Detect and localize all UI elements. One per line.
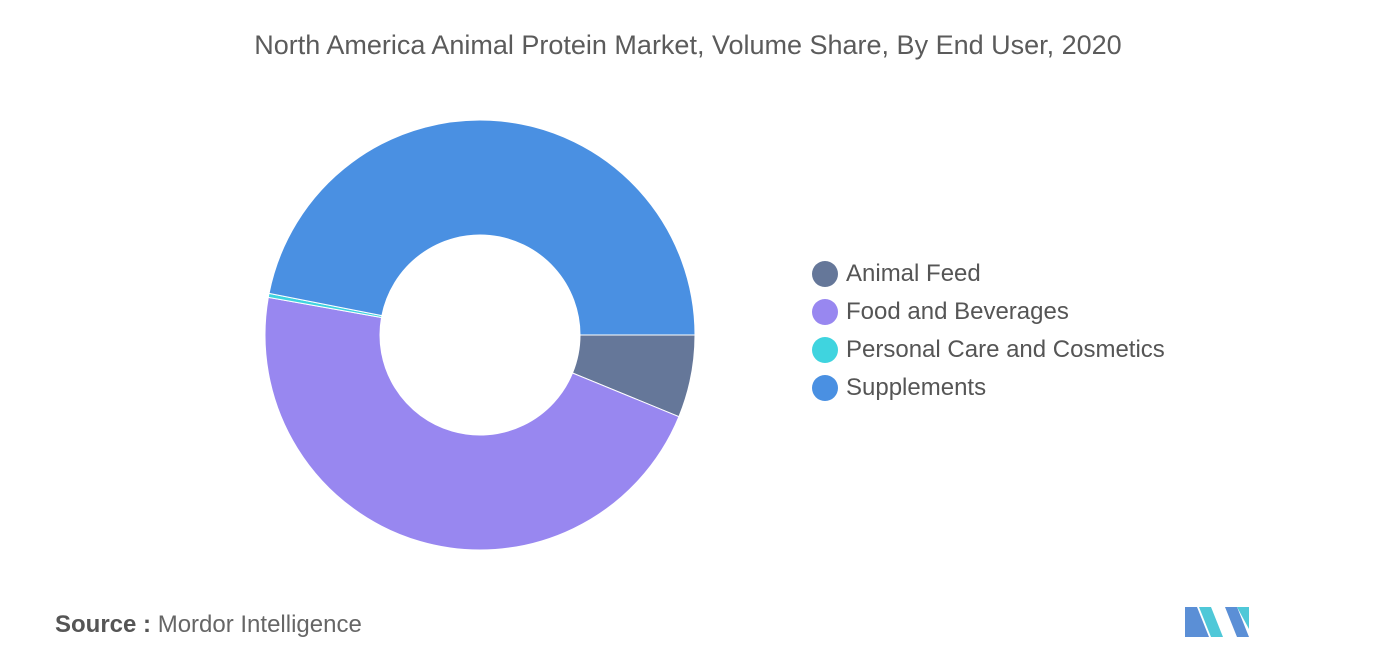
legend-swatch-personal-care bbox=[812, 337, 838, 363]
source-label: Source : bbox=[55, 611, 152, 638]
source-text: Mordor Intelligence bbox=[157, 611, 362, 638]
legend-item-supplements[interactable]: Supplements bbox=[812, 369, 1165, 407]
legend-swatch-food-and-beverages bbox=[812, 299, 838, 325]
legend-item-food-and-beverages[interactable]: Food and Beverages bbox=[812, 293, 1165, 331]
logo-shape-right-bar bbox=[1237, 607, 1249, 629]
logo-shape-left bbox=[1185, 607, 1209, 637]
chart-title: North America Animal Protein Market, Vol… bbox=[254, 30, 1122, 60]
donut-chart bbox=[264, 119, 696, 551]
source-note: Source : Mordor Intelligence bbox=[55, 611, 362, 639]
legend-swatch-supplements bbox=[812, 375, 838, 401]
logo-shape-right bbox=[1225, 607, 1249, 637]
legend-label: Personal Care and Cosmetics bbox=[846, 336, 1165, 363]
legend: Animal Feed Food and Beverages Personal … bbox=[812, 255, 1165, 407]
donut-slice-supplements[interactable] bbox=[268, 119, 696, 336]
legend-swatch-animal-feed bbox=[812, 261, 838, 287]
legend-label: Food and Beverages bbox=[846, 298, 1069, 325]
legend-label: Animal Feed bbox=[846, 260, 981, 287]
legend-label: Supplements bbox=[846, 374, 987, 401]
logo-shape-mid bbox=[1199, 607, 1223, 637]
legend-item-animal-feed[interactable]: Animal Feed bbox=[812, 255, 1165, 293]
donut-slice-food-and-beverages[interactable] bbox=[264, 296, 680, 551]
legend-item-personal-care[interactable]: Personal Care and Cosmetics bbox=[812, 331, 1165, 369]
mordor-intelligence-logo bbox=[1185, 607, 1249, 637]
